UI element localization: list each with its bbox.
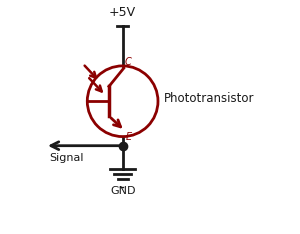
Text: C: C (125, 57, 132, 67)
Text: Signal: Signal (50, 153, 84, 163)
Text: +5V: +5V (109, 6, 136, 19)
Text: GND: GND (110, 186, 135, 196)
Text: E: E (126, 132, 132, 142)
Text: Phototransistor: Phototransistor (164, 92, 254, 106)
